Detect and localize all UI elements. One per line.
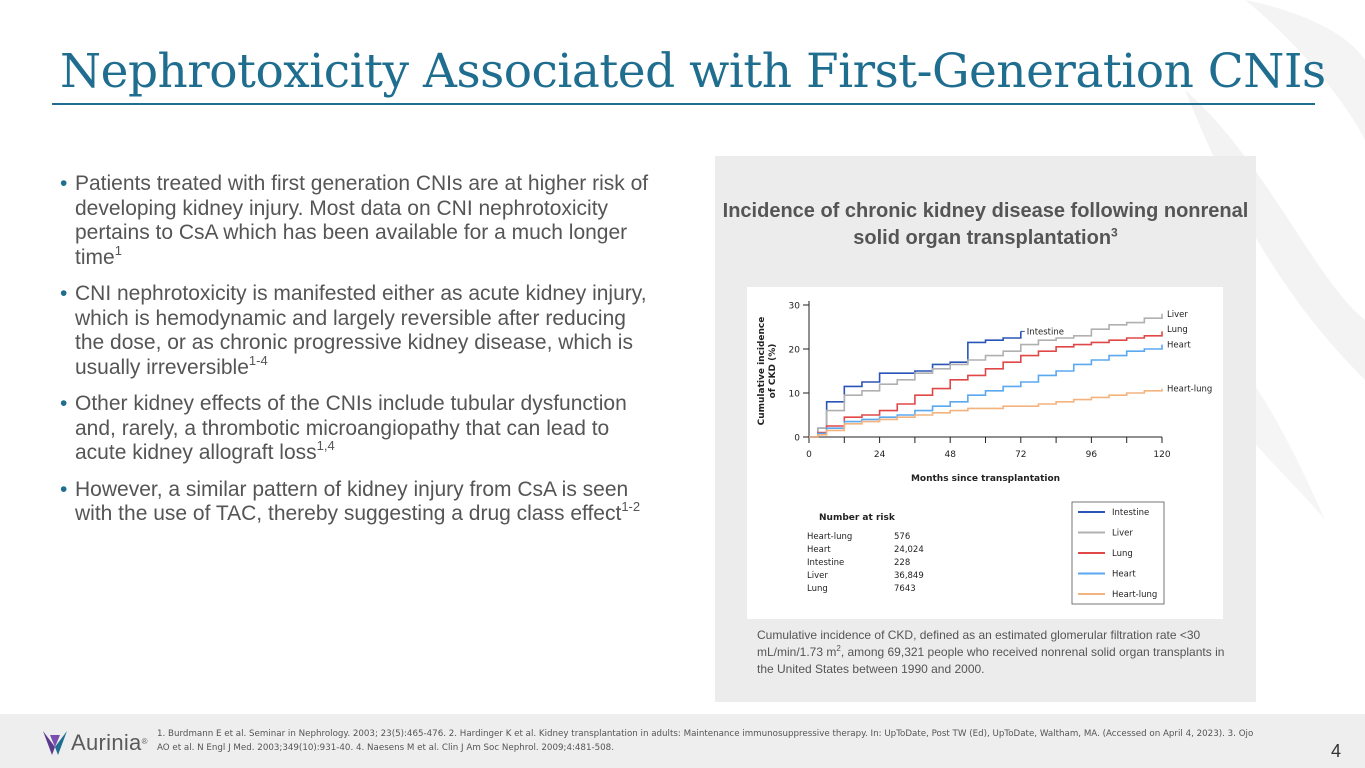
bullet-text: However, a similar pattern of kidney inj… xyxy=(75,477,629,526)
bullet-item: • CNI nephrotoxicity is manifested either… xyxy=(60,282,660,380)
risk-table-label: Lung xyxy=(807,584,828,594)
chart-panel-title-reference: 3 xyxy=(1111,225,1118,240)
risk-table-label: Heart xyxy=(807,545,831,555)
series-line-lung xyxy=(809,331,1163,438)
series-line-heart-lung xyxy=(809,388,1163,438)
series-label: Lung xyxy=(1167,325,1188,335)
risk-table-label: Liver xyxy=(807,571,828,581)
aurinia-logo: Aurinia ® xyxy=(42,728,148,758)
cumulative-incidence-chart: 0 10 20 30 0 24 48 72 96 120 Months since transpla… xyxy=(757,301,1212,605)
bullet-text: Patients treated with first generation C… xyxy=(75,172,649,269)
legend-label: Lung xyxy=(1112,549,1133,559)
series-line-liver xyxy=(809,313,1163,438)
bullet-dot: • xyxy=(60,392,68,415)
bullet-list: • Patients treated with first generation … xyxy=(60,172,660,539)
series-label: Heart-lung xyxy=(1167,385,1212,395)
caption-text-continued: , among 69,321 people who received nonre… xyxy=(757,645,1225,676)
x-axis-label: Months since transplantation xyxy=(911,474,1060,484)
x-tick-label: 48 xyxy=(944,450,956,460)
title-underline xyxy=(52,103,1315,105)
references: 1. Burdmann E et al. Seminar in Nephrolo… xyxy=(157,729,1254,753)
y-axis-label-line: Cumulative incidence xyxy=(757,317,767,426)
bullet-reference: 1,4 xyxy=(316,438,335,453)
bullet-reference: 1-2 xyxy=(621,499,641,514)
x-tick-label: 24 xyxy=(874,450,886,460)
risk-table-value: 36,849 xyxy=(894,571,924,581)
page-title: Nephrotoxicity Associated with First-Gen… xyxy=(60,44,1326,99)
y-tick-label: 20 xyxy=(789,346,801,356)
aurinia-logo-text: Aurinia xyxy=(71,730,142,755)
x-tick-label: 0 xyxy=(806,450,812,460)
page-number: 4 xyxy=(1330,741,1341,761)
chart-legend: Intestine Liver Lung Heart Heart-lung xyxy=(1071,501,1165,605)
legend-label: Liver xyxy=(1112,529,1133,539)
series-label: Intestine xyxy=(1027,327,1064,337)
caption-text: Cumulative incidence of CKD, defined as … xyxy=(757,628,1201,659)
chart-figure: 0 10 20 30 0 24 48 72 96 120 Months since transpla… xyxy=(747,287,1223,619)
chart-series: Intestine Liver Lung Heart Heart-lung xyxy=(809,310,1212,438)
bullet-text: Other kidney effects of the CNIs include… xyxy=(75,392,627,464)
caption-superscript: 2 xyxy=(836,644,841,653)
risk-table-label: Intestine xyxy=(807,558,844,568)
bullet-text: CNI nephrotoxicity is manifested either … xyxy=(75,282,647,379)
chart-caption: Cumulative incidence of CKD, defined as … xyxy=(757,627,1227,678)
risk-table-value: 24,024 xyxy=(894,545,924,555)
bullet-dot: • xyxy=(60,172,68,195)
risk-table-title: Number at risk xyxy=(819,513,896,523)
legend-label: Intestine xyxy=(1112,508,1149,518)
risk-table-label: Heart-lung xyxy=(807,532,852,542)
aurinia-logo-mark-icon xyxy=(43,731,67,755)
legend-label: Heart-lung xyxy=(1112,590,1157,600)
bullet-item: • Other kidney effects of the CNIs includ… xyxy=(60,392,660,466)
chart-panel-title: Incidence of chronic kidney disease foll… xyxy=(715,198,1256,252)
series-label: Heart xyxy=(1167,341,1191,351)
risk-table-value: 228 xyxy=(894,558,910,568)
y-tick-label: 10 xyxy=(789,390,801,400)
number-at-risk-table: Number at risk Heart-lung 576 Heart 24,024 In… xyxy=(807,513,924,594)
y-axis-label: Cumulative incidenceof CKD (%) xyxy=(757,317,778,426)
y-axis-label-line: of CKD (%) xyxy=(768,344,778,399)
risk-table-value: 576 xyxy=(894,532,910,542)
series-label: Liver xyxy=(1167,310,1188,320)
chart-panel-title-text: Incidence of chronic kidney disease foll… xyxy=(722,200,1249,249)
bullet-item: • Patients treated with first generation … xyxy=(60,172,660,270)
series-line-intestine xyxy=(809,331,1022,438)
bullet-dot: • xyxy=(60,477,68,501)
y-tick-label: 30 xyxy=(789,302,801,312)
chart-panel: Incidence of chronic kidney disease foll… xyxy=(715,156,1256,702)
legend-label: Heart xyxy=(1112,570,1136,580)
x-tick-label: 120 xyxy=(1153,450,1170,460)
y-tick-label: 0 xyxy=(794,434,800,444)
x-tick-label: 72 xyxy=(1015,450,1026,460)
bullet-reference: 1-4 xyxy=(248,352,268,368)
bullet-item: • However, a similar pattern of kidney in… xyxy=(60,478,660,527)
footer-bar: Aurinia ® 1. Burdmann E et al. Seminar in… xyxy=(0,714,1365,768)
bullet-reference: 1 xyxy=(114,242,122,258)
risk-table-value: 7643 xyxy=(894,584,916,594)
bullet-dot: • xyxy=(60,282,68,305)
x-tick-label: 96 xyxy=(1086,450,1098,460)
chart-axes: 0 10 20 30 0 24 48 72 96 120 Months since transpla… xyxy=(757,301,1171,484)
registered-mark: ® xyxy=(141,737,148,746)
